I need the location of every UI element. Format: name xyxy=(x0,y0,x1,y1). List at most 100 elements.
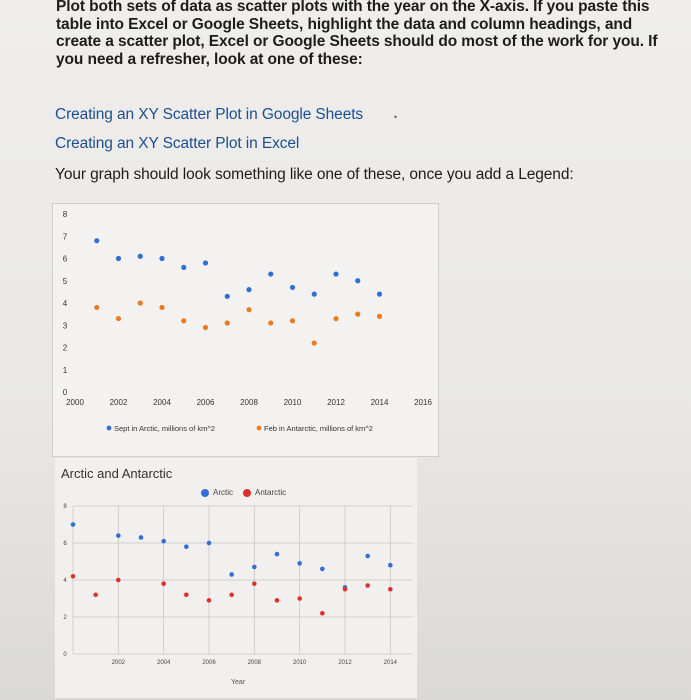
legend-dot-arctic xyxy=(201,488,209,497)
y-tick-label: 6 xyxy=(63,255,68,264)
chart-2-xlabel: Year xyxy=(231,679,246,686)
point-arctic xyxy=(70,522,76,527)
point-antarctic xyxy=(206,598,212,603)
chart-2-legend: Arctic Antarctic xyxy=(201,488,286,497)
legend-label-antarctic: Antarctic xyxy=(255,488,287,497)
point-sept-arctic xyxy=(224,293,230,299)
x-tick-label: 2006 xyxy=(197,398,215,407)
point-sept-arctic xyxy=(202,260,209,266)
x-tick-label: 2004 xyxy=(157,660,171,666)
y-tick-label: 4 xyxy=(63,578,67,584)
point-arctic xyxy=(297,561,302,566)
point-arctic xyxy=(116,533,121,538)
y-tick-label: 2 xyxy=(63,344,68,353)
y-tick-label: 8 xyxy=(63,504,67,510)
chart-2: Arctic and Antarctic Arctic Antarctic 0 2… xyxy=(55,458,417,698)
point-arctic xyxy=(206,540,212,546)
graph-caption: Your graph should look something like on… xyxy=(55,166,574,183)
point-antarctic xyxy=(229,592,234,598)
legend-item-arctic: Arctic xyxy=(201,488,233,497)
x-tick-label: 2006 xyxy=(202,660,216,666)
link-excel-scatter[interactable]: Creating an XY Scatter Plot in Excel xyxy=(55,135,300,152)
point-antarctic xyxy=(161,581,166,586)
point-arctic xyxy=(365,553,370,559)
point-arctic xyxy=(252,564,257,570)
chart-2-title: Arctic and Antarctic xyxy=(61,466,173,481)
point-feb-antarctic xyxy=(159,304,165,311)
point-sept-arctic xyxy=(355,278,361,284)
point-feb-antarctic xyxy=(246,307,252,313)
cursor-mark: • xyxy=(394,112,398,122)
x-tick-label: 2012 xyxy=(338,660,352,666)
chart-1: 0 1 2 3 4 5 6 7 8 2000 2002 2004 2006 2008 2010 2012 201… xyxy=(52,203,439,457)
y-tick-label: 1 xyxy=(63,366,68,375)
point-sept-arctic xyxy=(115,255,122,262)
x-tick-label: 2012 xyxy=(327,398,345,407)
point-antarctic xyxy=(297,596,302,601)
y-tick-label: 2 xyxy=(63,615,67,621)
y-tick-label: 8 xyxy=(63,210,68,219)
point-feb-antarctic xyxy=(311,340,317,346)
point-antarctic xyxy=(365,583,370,588)
point-arctic xyxy=(184,544,189,549)
point-feb-antarctic xyxy=(94,304,100,311)
point-sept-arctic xyxy=(333,271,339,277)
point-antarctic xyxy=(274,598,280,603)
x-tick-label: 2008 xyxy=(240,398,258,407)
chart-1-svg: 0 1 2 3 4 5 6 7 8 2000 2002 2004 2006 2008 2010 2012 201… xyxy=(63,210,433,433)
point-arctic xyxy=(161,538,166,544)
point-antarctic xyxy=(70,574,76,579)
point-feb-antarctic xyxy=(224,320,230,326)
point-feb-antarctic xyxy=(333,315,339,322)
x-tick-label: 2000 xyxy=(66,398,84,407)
y-tick-label: 0 xyxy=(63,388,68,397)
x-tick-label: 2002 xyxy=(112,660,126,666)
legend-label-feb-antarctic: Feb in Antarctic, millions of km^2 xyxy=(264,424,373,433)
point-sept-arctic xyxy=(268,271,274,277)
x-tick-label: 2010 xyxy=(293,660,307,666)
point-sept-arctic xyxy=(311,291,317,297)
x-tick-label: 2008 xyxy=(248,660,262,666)
point-antarctic xyxy=(116,577,121,583)
y-tick-label: 3 xyxy=(63,321,68,330)
legend-dot-sept-arctic xyxy=(106,425,112,431)
point-antarctic xyxy=(320,611,325,616)
point-sept-arctic xyxy=(159,255,165,262)
y-tick-label: 5 xyxy=(63,277,68,286)
y-tick-label: 0 xyxy=(63,652,67,658)
point-feb-antarctic xyxy=(376,313,383,319)
point-feb-antarctic xyxy=(268,320,274,326)
legend-label-arctic: Arctic xyxy=(213,488,233,497)
x-tick-label: 2002 xyxy=(110,398,128,407)
x-tick-label: 2014 xyxy=(384,660,398,666)
chart-2-svg: 0 2 4 6 8 2002 2004 2006 2008 2010 2012 2014 xyxy=(63,504,413,666)
point-antarctic xyxy=(342,586,348,592)
point-sept-arctic xyxy=(181,264,187,270)
legend-dot-feb-antarctic xyxy=(256,425,262,431)
point-feb-antarctic xyxy=(202,324,209,331)
point-feb-antarctic xyxy=(289,318,296,324)
point-feb-antarctic xyxy=(115,315,122,322)
link-google-sheets-scatter[interactable]: Creating an XY Scatter Plot in Google Sh… xyxy=(55,106,364,123)
y-tick-label: 6 xyxy=(63,541,67,547)
point-sept-arctic xyxy=(376,291,383,297)
point-feb-antarctic xyxy=(181,318,187,324)
point-antarctic xyxy=(388,586,393,592)
point-arctic xyxy=(229,572,234,577)
x-tick-label: 2016 xyxy=(414,398,432,407)
legend-item-antarctic: Antarctic xyxy=(243,488,286,497)
x-tick-label: 2014 xyxy=(371,398,389,407)
y-tick-label: 7 xyxy=(63,232,68,241)
x-tick-label: 2010 xyxy=(284,398,302,407)
point-arctic xyxy=(138,535,144,540)
intro-paragraph: Plot both sets of data as scatter plots … xyxy=(56,0,658,68)
point-antarctic xyxy=(252,581,257,586)
legend-label-sept-arctic: Sept in Arctic, millions of km^2 xyxy=(114,424,215,433)
point-arctic xyxy=(274,551,280,557)
point-sept-arctic xyxy=(137,253,143,259)
point-sept-arctic xyxy=(246,287,252,293)
point-sept-arctic xyxy=(289,284,296,291)
point-feb-antarctic xyxy=(137,300,143,306)
point-arctic xyxy=(320,566,325,572)
